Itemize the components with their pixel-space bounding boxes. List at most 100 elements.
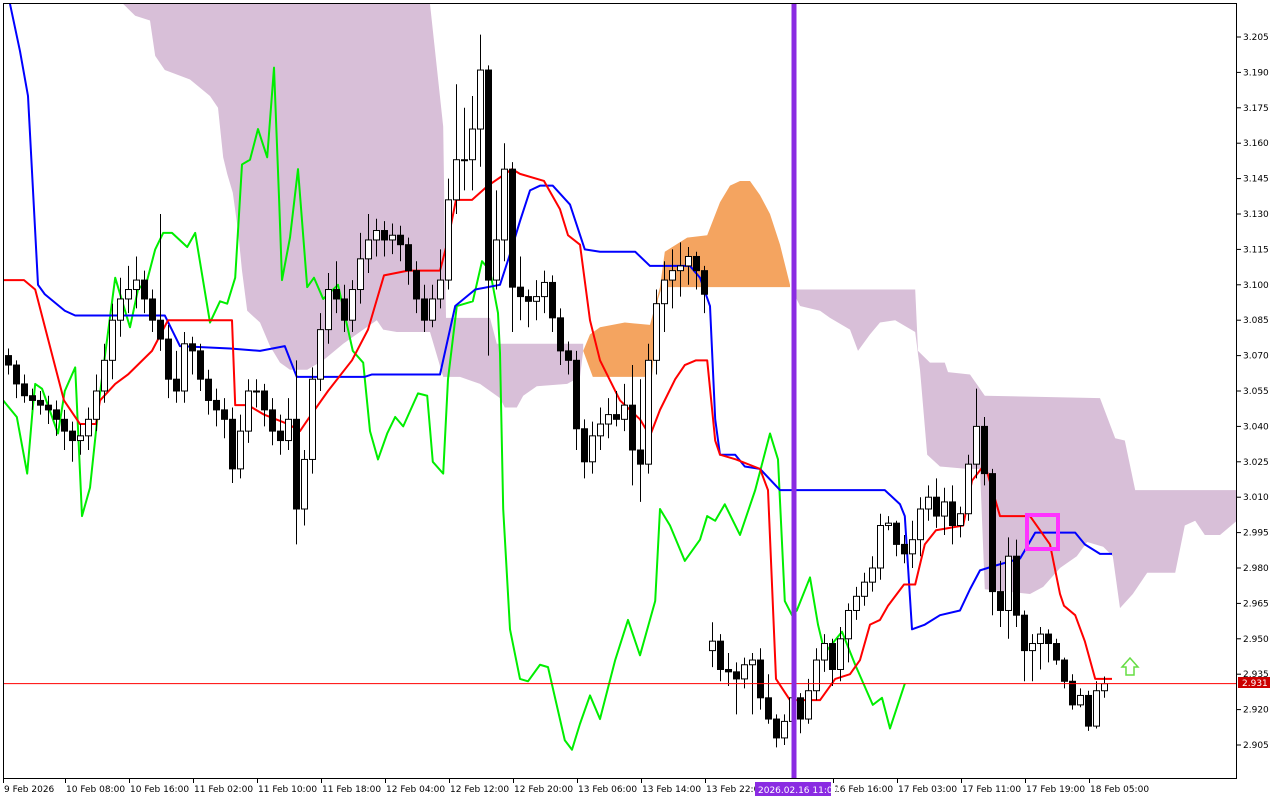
candle-body: [541, 281, 548, 298]
bearish-candle: [981, 416, 988, 486]
candle-body: [765, 697, 772, 720]
bullish-candle: [493, 190, 500, 290]
candle-body: [869, 567, 876, 583]
bearish-candle: [573, 350, 580, 450]
time-tick-label: 13 Feb 14:00: [642, 785, 701, 795]
candle-body: [669, 270, 676, 281]
bullish-candle: [821, 634, 828, 672]
bullish-candle: [429, 284, 436, 328]
bullish-candle: [317, 313, 324, 391]
candles: [5, 34, 1108, 748]
candle-body: [421, 298, 428, 321]
candle-body: [829, 643, 836, 670]
candle-body: [893, 522, 900, 545]
candle-body: [1077, 694, 1084, 706]
candle-body: [749, 659, 756, 666]
bullish-candle: [237, 414, 244, 479]
candle-body: [237, 430, 244, 470]
price-tick-label: 3.130: [1243, 210, 1269, 220]
bearish-candle: [997, 560, 1004, 627]
bullish-candle: [645, 343, 652, 474]
candle-body: [613, 414, 620, 420]
price-tick-label: 3.070: [1243, 352, 1269, 362]
candle-body: [733, 671, 740, 680]
bearish-candle: [517, 256, 524, 321]
bullish-candle: [805, 678, 812, 724]
candle-body: [853, 595, 860, 611]
cloud-bearish: [792, 289, 1236, 609]
chikou-line: [4, 66, 906, 751]
candle-body: [565, 350, 572, 361]
bearish-candle: [61, 409, 68, 450]
bearish-candle: [293, 360, 300, 545]
candle-body: [493, 239, 500, 281]
candle-body: [1021, 614, 1028, 652]
candle-body: [269, 409, 276, 432]
bearish-candle: [1021, 610, 1028, 682]
candle-body: [1013, 555, 1020, 616]
price-tick-label: 3.145: [1243, 175, 1269, 185]
candle-body: [13, 364, 20, 385]
time-axis[interactable]: 9 Feb 2026 10 Feb 08:00 10 Feb 16:00 11 Feb…: [3, 778, 1150, 795]
candle-body: [717, 640, 724, 670]
bullish-candle: [125, 265, 132, 314]
price-tick-label: 2.950: [1243, 635, 1269, 645]
candle-body: [901, 543, 908, 555]
candle-body: [389, 234, 396, 241]
bullish-candle: [1093, 681, 1100, 729]
bullish-candle: [117, 277, 124, 337]
candle-body: [981, 425, 988, 475]
candle-body: [69, 430, 76, 442]
candle-body: [557, 317, 564, 352]
candle-body: [357, 258, 364, 291]
candle-body: [989, 473, 996, 593]
bullish-candle: [365, 214, 372, 273]
bullish-candle: [877, 513, 884, 580]
current-price-tag: 2.931: [1238, 677, 1270, 689]
candle-body: [909, 539, 916, 555]
candle-body: [1093, 690, 1100, 727]
candle-body: [781, 720, 788, 739]
bullish-candle: [957, 506, 964, 538]
bullish-candle: [325, 273, 332, 344]
price-tick-label: 3.115: [1243, 245, 1269, 255]
candle-body: [101, 359, 108, 392]
bearish-candle: [773, 714, 780, 748]
candle-body: [141, 279, 148, 300]
candle-body: [917, 508, 924, 541]
bearish-candle: [53, 400, 60, 436]
bullish-candle: [445, 178, 452, 290]
time-tick-label: 12 Feb 12:00: [450, 785, 509, 795]
candle-body: [549, 281, 556, 319]
cloud-bullish: [583, 180, 790, 377]
current-price-label: 2.931: [1242, 679, 1268, 689]
candle-body: [21, 383, 28, 397]
bearish-candle: [261, 383, 268, 427]
candle-body: [437, 279, 444, 300]
bearish-candle: [725, 652, 732, 686]
bearish-candle: [141, 270, 148, 314]
candle-body: [965, 463, 972, 515]
candle-body: [285, 418, 292, 442]
bullish-candle: [965, 454, 972, 521]
candle-body: [5, 355, 12, 366]
bullish-candle: [661, 261, 668, 332]
candle-body: [701, 270, 708, 295]
candle-body: [925, 496, 932, 510]
price-tick-label: 2.920: [1243, 706, 1269, 716]
bearish-candle: [581, 419, 588, 479]
candle-body: [109, 319, 116, 361]
ichimoku-cloud: [123, 4, 1236, 609]
time-tick-label: 17 Feb 19:00: [1026, 785, 1085, 795]
price-tick-label: 2.995: [1243, 529, 1269, 539]
bearish-candle: [421, 284, 428, 332]
bullish-candle: [453, 84, 460, 214]
candle-body: [941, 501, 948, 517]
price-axis[interactable]: 3.205 3.190 3.175 3.160 3.145 3.130 3.115 3.100…: [1237, 33, 1269, 751]
bearish-candle: [413, 261, 420, 314]
bearish-candle: [733, 662, 740, 715]
candle-body: [1045, 633, 1052, 645]
candle-body: [821, 643, 828, 661]
bullish-candle: [869, 556, 876, 592]
